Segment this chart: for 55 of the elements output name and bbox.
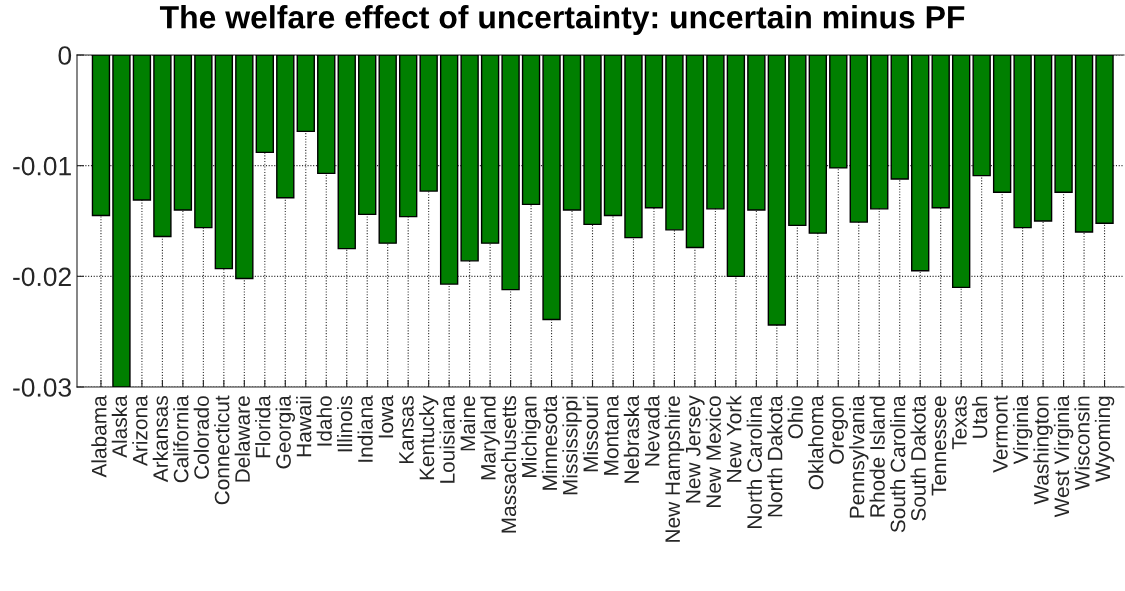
x-tick-label: Nebraska [623, 395, 640, 483]
chart-title: The welfare effect of uncertainty: uncertain minus PF [159, 5, 965, 35]
x-tick-label: Wyoming [1094, 396, 1115, 482]
x-tick-label: South Carolina [890, 395, 906, 533]
x-tick-label: Indiana [357, 395, 373, 462]
x-tick-label: Washington [1033, 396, 1053, 505]
x-tick-label: Maryland [480, 396, 500, 480]
x-tick-label: Hawaii [296, 396, 312, 457]
x-tick-label: Pennsylvania [849, 395, 869, 518]
x-tick-label: Connecticut [214, 395, 230, 505]
x-tick-label: Arizona [132, 395, 148, 466]
x-tick-label: Ohio [787, 396, 803, 439]
x-tick-label: North Carolina [746, 395, 762, 528]
x-tick-label: South Dakota [910, 395, 926, 521]
x-tick-label: Georgia [275, 395, 295, 469]
x-tick-label: West Virginia [1053, 395, 1074, 518]
x-tick-label: Utah [971, 396, 988, 438]
x-tick-label: Idaho [316, 396, 332, 446]
x-tick-label: Montana [604, 395, 619, 475]
y-tick-label: -0.01 [13, 156, 71, 176]
x-tick-label: Texas [952, 396, 967, 450]
y-tick-label: 0 [58, 46, 72, 65]
x-tick-label: California [173, 395, 189, 483]
x-tick-label: Illinois [337, 396, 353, 452]
x-tick-label: Minnesota [541, 395, 558, 490]
x-tick-label: Arkansas [152, 396, 168, 483]
x-tick-label: Colorado [193, 396, 209, 479]
x-tick-label: Virginia [1012, 395, 1033, 465]
x-tick-label: Massachusetts [500, 396, 517, 533]
x-tick-label: North Dakota [767, 395, 783, 517]
x-tick-label: Iowa [378, 395, 394, 438]
x-tick-label: Alabama [91, 395, 107, 478]
x-tick-label: Michigan [521, 396, 541, 477]
y-tick-label: -0.03 [13, 378, 71, 397]
x-tick-label: Kentucky [418, 395, 439, 480]
x-tick-label: New York [726, 395, 742, 482]
x-tick-label: Vermont [993, 395, 1008, 473]
x-tick-label: Rhode Island [869, 396, 885, 517]
x-tick-label: Maine [459, 396, 476, 451]
x-tick-label: New Mexico [705, 396, 721, 508]
x-tick-label: Kansas [399, 396, 414, 464]
x-tick-label: Louisiana [439, 395, 455, 483]
y-tick-label: -0.02 [13, 267, 71, 287]
x-tick-label: New Jersey [685, 395, 705, 503]
x-tick-label: Alaska [111, 395, 128, 458]
x-tick-label: Oregon [829, 396, 848, 464]
x-tick-label: Delaware [234, 396, 250, 482]
x-tick-label: New Hampshire [664, 396, 685, 542]
x-tick-label: Wisconsin [1074, 396, 1090, 491]
x-tick-label: Oklahoma [808, 395, 824, 490]
x-tick-label: Nevada [644, 395, 660, 466]
x-tick-label: Mississippi [562, 396, 582, 495]
x-tick-label: Missouri [582, 396, 599, 472]
x-tick-label: Tennessee [931, 396, 947, 496]
x-tick-label: Florida [255, 395, 271, 458]
